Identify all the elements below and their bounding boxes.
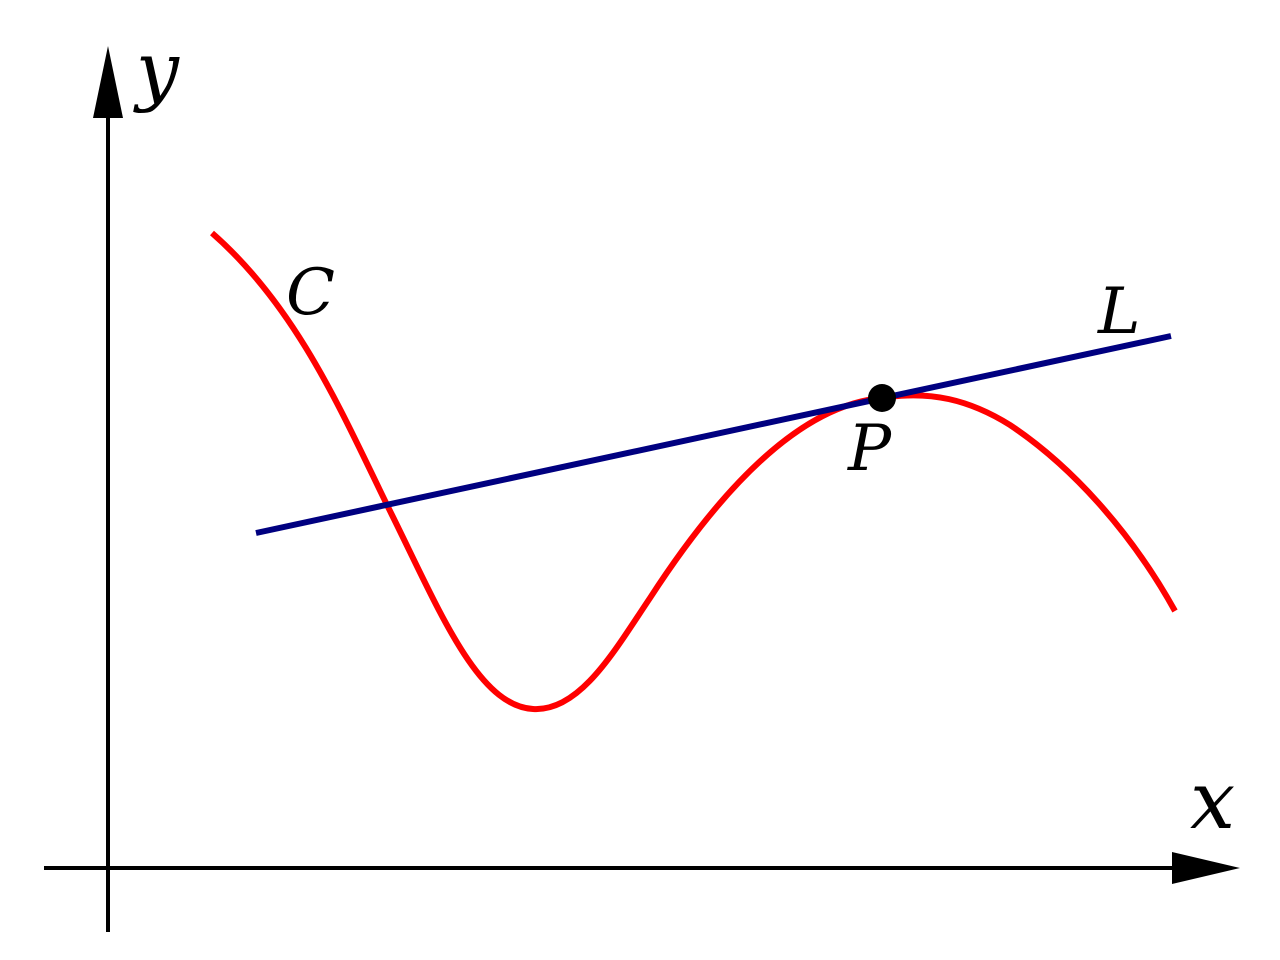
x-axis-arrowhead [1172, 852, 1240, 884]
point-label-p: P [847, 412, 892, 486]
tangent-point-p [868, 384, 896, 412]
tangent-line-l [255, 333, 1172, 536]
curve-c [210, 230, 1178, 713]
y-axis-arrowhead [93, 46, 123, 118]
curve-label-c: C [286, 256, 335, 330]
x-axis-label: x [1190, 754, 1235, 847]
y-axis-label: y [133, 25, 180, 114]
line-label-l: L [1097, 275, 1141, 349]
